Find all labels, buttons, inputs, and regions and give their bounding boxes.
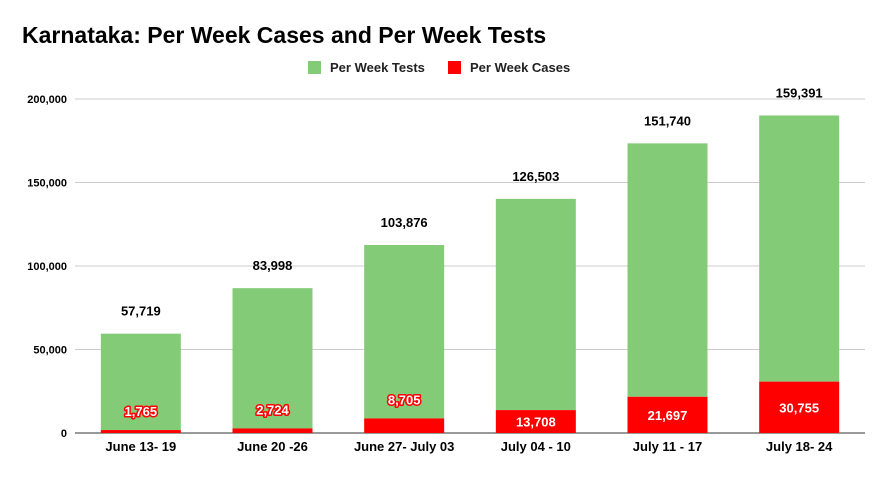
y-tick-label: 100,000 bbox=[27, 261, 67, 273]
x-tick-label: June 27- July 03 bbox=[354, 439, 454, 454]
cases-value-label: 8,705 bbox=[388, 392, 421, 407]
bar-tests-6 bbox=[759, 115, 840, 382]
chart-title: Karnataka: Per Week Cases and Per Week T… bbox=[22, 22, 547, 48]
bar-cases-3 bbox=[364, 418, 445, 433]
bar-tests-4 bbox=[495, 198, 576, 411]
tests-value-label: 103,876 bbox=[381, 215, 428, 230]
legend-swatch-tests bbox=[308, 61, 321, 74]
bar-tests-1 bbox=[100, 333, 181, 431]
x-tick-label: June 20 -26 bbox=[237, 439, 308, 454]
legend-label-tests: Per Week Tests bbox=[330, 60, 425, 75]
legend-swatch-cases bbox=[448, 61, 461, 74]
bar-cases-6 bbox=[759, 381, 840, 433]
tests-value-label: 57,719 bbox=[121, 304, 161, 319]
bar-tests-5 bbox=[627, 143, 708, 397]
y-tick-label: 0 bbox=[61, 428, 67, 440]
cases-value-label: 2,724 bbox=[256, 402, 289, 417]
cases-value-label: 30,755 bbox=[779, 400, 819, 415]
y-tick-label: 150,000 bbox=[27, 178, 67, 190]
legend-label-cases: Per Week Cases bbox=[470, 60, 570, 75]
bar-cases-4 bbox=[495, 410, 576, 433]
x-tick-label: July 18- 24 bbox=[766, 439, 833, 454]
bar-cases-5 bbox=[627, 396, 708, 433]
y-tick-label: 50,000 bbox=[33, 345, 67, 357]
bar-cases-1 bbox=[100, 430, 181, 433]
y-tick-label: 200,000 bbox=[27, 94, 67, 106]
tests-value-label: 159,391 bbox=[776, 85, 823, 100]
tests-value-label: 151,740 bbox=[644, 113, 691, 128]
bar-cases-2 bbox=[232, 428, 313, 433]
x-tick-label: July 04 - 10 bbox=[501, 439, 571, 454]
x-tick-label: June 13- 19 bbox=[105, 439, 176, 454]
x-tick-label: July 11 - 17 bbox=[633, 439, 702, 454]
tests-value-label: 126,503 bbox=[512, 169, 559, 184]
cases-value-label: 13,708 bbox=[516, 415, 556, 430]
bar-tests-3 bbox=[364, 244, 445, 419]
cases-value-label: 1,765 bbox=[125, 404, 158, 419]
cases-value-label: 21,697 bbox=[648, 408, 688, 423]
bar-tests-2 bbox=[232, 288, 313, 429]
tests-value-label: 83,998 bbox=[253, 258, 293, 273]
